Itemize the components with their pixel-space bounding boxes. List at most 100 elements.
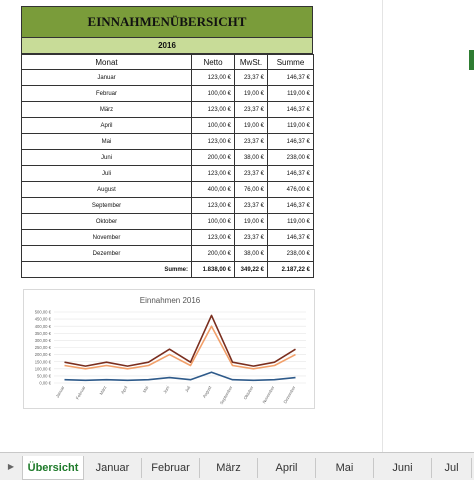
- sheet-tab-bar: ▶ Übersicht Januar Februar März April Mai Juni…: [0, 452, 474, 480]
- spreadsheet-grid[interactable]: EINNAHMENÜBERSICHT 2016 Monat Netto MwSt…: [0, 0, 474, 452]
- cell-summe[interactable]: 146,37 €: [267, 101, 314, 118]
- triangle-right-icon[interactable]: ▶: [7, 462, 15, 471]
- cell-monat[interactable]: April: [21, 117, 192, 134]
- cell-summe[interactable]: 476,00 €: [267, 181, 314, 198]
- cell-summe[interactable]: 146,37 €: [267, 197, 314, 214]
- cell-mwst[interactable]: 23,37 €: [234, 101, 268, 118]
- series-line-2: [64, 314, 296, 367]
- y-tick-label: 400,00 €: [35, 324, 52, 329]
- sheet-tab[interactable]: März: [200, 458, 258, 478]
- cell-mwst[interactable]: 23,37 €: [234, 165, 268, 182]
- cell-summe[interactable]: 146,37 €: [267, 69, 314, 86]
- header-monat[interactable]: Monat: [21, 54, 192, 70]
- sheet-tab[interactable]: Januar: [84, 458, 142, 478]
- income-chart[interactable]: Einnahmen 2016 0,00 € 50,00 € 100,00 € 150,0…: [23, 289, 315, 409]
- header-netto[interactable]: Netto: [191, 54, 235, 70]
- sheet-tab[interactable]: Mai: [316, 458, 374, 478]
- cell-summe[interactable]: 238,00 €: [267, 245, 314, 262]
- selected-cell-marker: [469, 50, 474, 70]
- cell-summe[interactable]: 238,00 €: [267, 149, 314, 166]
- x-tick-label: Mai: [142, 385, 150, 393]
- cell-mwst[interactable]: 19,00 €: [234, 213, 268, 230]
- total-summe[interactable]: 2.187,22 €: [267, 261, 314, 278]
- cell-netto[interactable]: 100,00 €: [191, 213, 235, 230]
- cell-mwst[interactable]: 23,37 €: [234, 229, 268, 246]
- x-tick-label: August: [202, 384, 213, 399]
- y-tick-label: 200,00 €: [35, 352, 52, 357]
- table-row: Januar 123,00 €23,37 €146,37 €: [21, 69, 314, 86]
- cell-netto[interactable]: 123,00 €: [191, 165, 235, 182]
- cell-monat[interactable]: Januar: [21, 69, 192, 86]
- x-tick-label: September: [219, 384, 234, 405]
- total-netto[interactable]: 1.838,00 €: [191, 261, 235, 278]
- cell-monat[interactable]: Juni: [21, 149, 192, 166]
- y-tick-label: 100,00 €: [35, 366, 52, 371]
- cell-netto[interactable]: 123,00 €: [191, 197, 235, 214]
- y-tick-label: 0,00 €: [39, 381, 51, 386]
- total-mwst[interactable]: 349,22 €: [234, 261, 268, 278]
- cell-monat[interactable]: September: [21, 197, 192, 214]
- income-table: Monat Netto MwSt. Summe Januar 123,00 €23…: [21, 54, 314, 278]
- cell-monat[interactable]: Juli: [21, 165, 192, 182]
- table-row: August 400,00 €76,00 €476,00 €: [21, 181, 314, 198]
- column-gridline: [382, 0, 383, 452]
- table-row: Juni 200,00 €38,00 €238,00 €: [21, 149, 314, 166]
- cell-mwst[interactable]: 76,00 €: [234, 181, 268, 198]
- cell-summe[interactable]: 146,37 €: [267, 229, 314, 246]
- table-row: Oktober 100,00 €19,00 €119,00 €: [21, 213, 314, 230]
- line-chart-svg: Einnahmen 2016 0,00 € 50,00 € 100,00 € 150,0…: [35, 296, 306, 405]
- cell-mwst[interactable]: 19,00 €: [234, 117, 268, 134]
- cell-summe[interactable]: 146,37 €: [267, 133, 314, 150]
- sheet-title: EINNAHMENÜBERSICHT: [21, 6, 313, 38]
- cell-mwst[interactable]: 23,37 €: [234, 133, 268, 150]
- sheet-tab[interactable]: April: [258, 458, 316, 478]
- x-tick-label: Oktober: [243, 384, 255, 400]
- cell-monat[interactable]: Oktober: [21, 213, 192, 230]
- header-summe[interactable]: Summe: [267, 54, 314, 70]
- sheet-tab[interactable]: Jul: [432, 458, 472, 478]
- series-line-1: [64, 325, 296, 370]
- x-tick-label: November: [261, 384, 275, 404]
- cell-mwst[interactable]: 23,37 €: [234, 197, 268, 214]
- x-tick-label: April: [120, 385, 129, 395]
- sheet-tab[interactable]: Juni: [374, 458, 432, 478]
- cell-netto[interactable]: 100,00 €: [191, 117, 235, 134]
- cell-monat[interactable]: August: [21, 181, 192, 198]
- cell-netto[interactable]: 200,00 €: [191, 149, 235, 166]
- cell-monat[interactable]: Dezember: [21, 245, 192, 262]
- sheet-tab[interactable]: Übersicht: [22, 456, 84, 480]
- sheet-tab[interactable]: Februar: [142, 458, 200, 478]
- x-tick-label: Juli: [184, 385, 192, 393]
- cell-mwst[interactable]: 38,00 €: [234, 245, 268, 262]
- cell-monat[interactable]: März: [21, 101, 192, 118]
- y-tick-label: 300,00 €: [35, 338, 52, 343]
- cell-netto[interactable]: 123,00 €: [191, 133, 235, 150]
- y-tick-label: 250,00 €: [35, 345, 52, 350]
- cell-summe[interactable]: 146,37 €: [267, 165, 314, 182]
- x-tick-label: Juni: [162, 385, 170, 394]
- table-row: Dezember 200,00 €38,00 €238,00 €: [21, 245, 314, 262]
- cell-mwst[interactable]: 19,00 €: [234, 85, 268, 102]
- table-row: November 123,00 €23,37 €146,37 €: [21, 229, 314, 246]
- table-row: Mai 123,00 €23,37 €146,37 €: [21, 133, 314, 150]
- table-row: April 100,00 €19,00 €119,00 €: [21, 117, 314, 134]
- cell-summe[interactable]: 119,00 €: [267, 117, 314, 134]
- cell-mwst[interactable]: 23,37 €: [234, 69, 268, 86]
- cell-netto[interactable]: 123,00 €: [191, 101, 235, 118]
- cell-netto[interactable]: 123,00 €: [191, 69, 235, 86]
- cell-netto[interactable]: 100,00 €: [191, 85, 235, 102]
- totals-row: Summe: 1.838,00 €349,22 €2.187,22 €: [21, 261, 314, 278]
- cell-summe[interactable]: 119,00 €: [267, 85, 314, 102]
- cell-monat[interactable]: Mai: [21, 133, 192, 150]
- table-row: September 123,00 €23,37 €146,37 €: [21, 197, 314, 214]
- cell-monat[interactable]: Februar: [21, 85, 192, 102]
- cell-mwst[interactable]: 38,00 €: [234, 149, 268, 166]
- table-header-row: Monat Netto MwSt. Summe: [21, 54, 314, 70]
- cell-netto[interactable]: 400,00 €: [191, 181, 235, 198]
- cell-monat[interactable]: November: [21, 229, 192, 246]
- header-mwst[interactable]: MwSt.: [234, 54, 268, 70]
- cell-summe[interactable]: 119,00 €: [267, 213, 314, 230]
- total-summe-label[interactable]: Summe:: [21, 261, 192, 278]
- cell-netto[interactable]: 123,00 €: [191, 229, 235, 246]
- cell-netto[interactable]: 200,00 €: [191, 245, 235, 262]
